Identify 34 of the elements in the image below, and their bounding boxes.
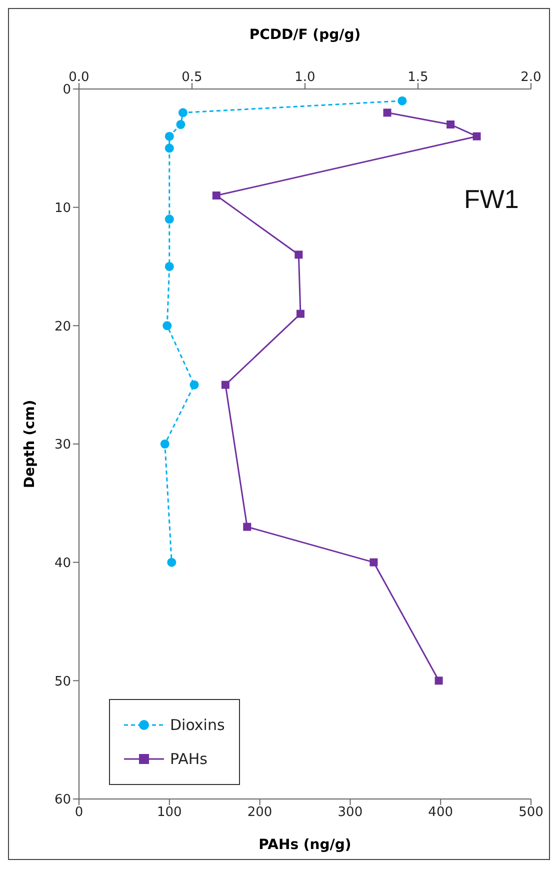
- x2-tick-label: 1.0: [294, 70, 316, 85]
- x2-tick-label: 0.0: [68, 70, 90, 85]
- x-tick-label: 200: [247, 805, 272, 820]
- point: [294, 250, 303, 259]
- x-axis-title: PAHs (ng/g): [258, 837, 352, 853]
- x-tick-label: 500: [518, 805, 544, 820]
- point: [434, 676, 443, 685]
- x-tick-label: 400: [428, 805, 454, 820]
- x-tick-label: 0: [74, 805, 84, 820]
- y-tick-label: 0: [62, 82, 71, 98]
- y-tick-label: 50: [54, 674, 71, 690]
- x2-tick-label: 1.5: [408, 70, 428, 85]
- x2-tick-label: 2.0: [520, 70, 542, 85]
- point: [296, 310, 304, 318]
- point: [383, 108, 392, 117]
- x2-tick-label: 0.5: [182, 70, 202, 85]
- point: [212, 192, 220, 200]
- x-tick-label: 300: [338, 805, 363, 820]
- point: [243, 522, 252, 531]
- y-tick-label: 60: [54, 792, 71, 808]
- point: [370, 558, 378, 566]
- y-tick-label: 30: [54, 438, 71, 453]
- y-axis-title: Depth (cm): [22, 400, 38, 488]
- x-tick-label: 100: [156, 805, 182, 820]
- point: [446, 120, 455, 128]
- legend-label: Dioxins: [170, 715, 225, 736]
- y-tick-label: 20: [54, 319, 71, 334]
- y-tick-label: 40: [54, 556, 71, 571]
- point: [472, 132, 481, 140]
- x2-axis-title: PCDD/F (pg/g): [249, 26, 361, 43]
- y-tick-label: 10: [54, 200, 71, 216]
- legend-label: PAHs: [170, 749, 208, 770]
- point: [221, 380, 230, 389]
- annotation: FW1: [464, 184, 519, 215]
